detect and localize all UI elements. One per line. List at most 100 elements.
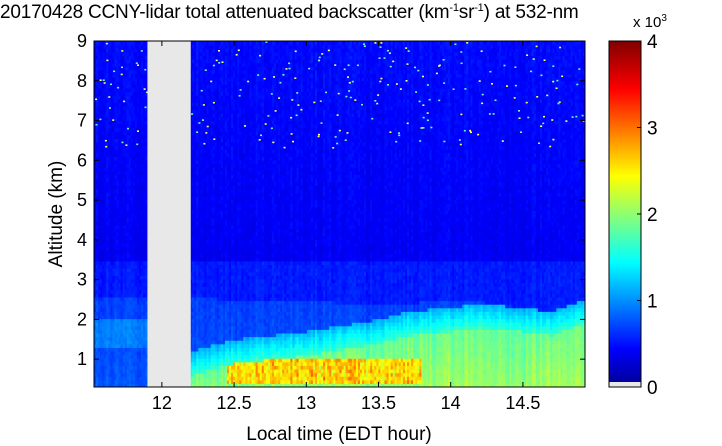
heatmap-cell [194, 235, 197, 240]
heatmap-cell [114, 192, 118, 197]
title-text-2: sr [459, 2, 475, 23]
heatmap-cell [120, 246, 124, 251]
heatmap-cell [118, 73, 122, 78]
heatmap-cell [198, 268, 201, 273]
heatmap-cell [96, 120, 99, 125]
heatmap-cell [130, 84, 134, 89]
heatmap-cell [139, 300, 142, 305]
heatmap-cell [98, 131, 101, 136]
heatmap-cell [139, 98, 142, 103]
heatmap-cell [190, 322, 193, 327]
heatmap-cell [141, 91, 144, 96]
heatmap-cell [104, 203, 107, 208]
heatmap-cell [198, 361, 201, 366]
heatmap-cell [110, 98, 114, 103]
heatmap-cell [120, 289, 124, 294]
heatmap-cell [198, 379, 201, 384]
heatmap-cell [198, 246, 201, 251]
heatmap-cell [194, 123, 197, 129]
heatmap-cell [196, 163, 199, 168]
heatmap-cell [112, 87, 116, 93]
heatmap-cell [106, 113, 109, 118]
heatmap-cell [194, 167, 197, 172]
heatmap-cell [116, 286, 120, 291]
heatmap-cell [134, 113, 138, 118]
heatmap-cell [145, 239, 148, 244]
heatmap-cell [198, 300, 201, 305]
heatmap-cell [132, 80, 136, 85]
heatmap-cell [108, 257, 111, 262]
heatmap-cell [104, 358, 107, 363]
heatmap-cell [145, 217, 148, 222]
heatmap-cell [108, 300, 111, 305]
heatmap-cell [94, 102, 97, 107]
heatmap-cell [102, 318, 105, 323]
heatmap-cell [130, 69, 134, 75]
heatmap-cell [134, 59, 138, 64]
heatmap-cell [124, 239, 128, 244]
heatmap-cell [134, 253, 138, 258]
heatmap-cell [134, 224, 138, 230]
heatmap-cell [190, 102, 193, 107]
heatmap-cell [132, 358, 136, 363]
heatmap-cell [122, 51, 126, 57]
heatmap-cell [141, 51, 144, 57]
heatmap-cell [190, 221, 193, 226]
heatmap-cell [94, 62, 97, 67]
heatmap-cell [102, 268, 105, 273]
heatmap-cell [126, 177, 130, 183]
heatmap-cell [98, 66, 101, 71]
heatmap-cell [200, 379, 204, 384]
heatmap-cell [143, 365, 146, 370]
heatmap-cell [110, 293, 114, 298]
heatmap-cell [116, 55, 120, 60]
heatmap-cell [96, 289, 99, 294]
heatmap-cell [200, 257, 204, 262]
heatmap-cell [143, 235, 146, 240]
heatmap-cell [118, 192, 122, 197]
heatmap-cell [194, 275, 197, 280]
heatmap-cell [112, 203, 116, 208]
heatmap-cell [134, 239, 138, 244]
heatmap-cell [108, 66, 111, 71]
heatmap-cell [108, 221, 111, 226]
heatmap-cell [141, 268, 144, 273]
heatmap-cell [114, 336, 118, 341]
heatmap-cell [118, 66, 122, 71]
heatmap-cell [114, 383, 118, 387]
heatmap-cell [108, 141, 111, 147]
heatmap-cell [192, 48, 195, 53]
heatmap-cell [100, 368, 103, 374]
heatmap-cell [145, 350, 148, 356]
heatmap-cell [102, 145, 105, 150]
heatmap-cell [96, 156, 99, 161]
heatmap-cell [128, 332, 132, 338]
heatmap-cell [104, 325, 107, 330]
heatmap-cell [139, 336, 142, 341]
heatmap-cell [118, 340, 122, 345]
heatmap-cell [120, 199, 124, 204]
heatmap-cell [96, 195, 99, 201]
heatmap-cell [100, 41, 103, 46]
heatmap-cell [106, 174, 109, 179]
heatmap-cell [200, 336, 204, 341]
heatmap-cell [118, 203, 122, 208]
heatmap-cell [94, 354, 97, 359]
heatmap-cell [112, 264, 116, 269]
heatmap-cell [145, 145, 148, 150]
heatmap-cell [108, 235, 111, 240]
heatmap-cell [143, 325, 146, 330]
heatmap-cell [124, 307, 128, 312]
heatmap-cell [120, 368, 124, 374]
heatmap-cell [139, 109, 142, 114]
heatmap-cell [104, 48, 107, 53]
heatmap-cell [124, 174, 128, 179]
heatmap-cell [190, 51, 193, 57]
heatmap-cell [141, 62, 144, 67]
heatmap-cell [120, 77, 124, 82]
heatmap-cell [192, 185, 195, 190]
heatmap-cell [134, 134, 138, 139]
heatmap-cell [100, 242, 103, 248]
heatmap-cell [198, 55, 201, 60]
heatmap-cell [102, 138, 105, 143]
